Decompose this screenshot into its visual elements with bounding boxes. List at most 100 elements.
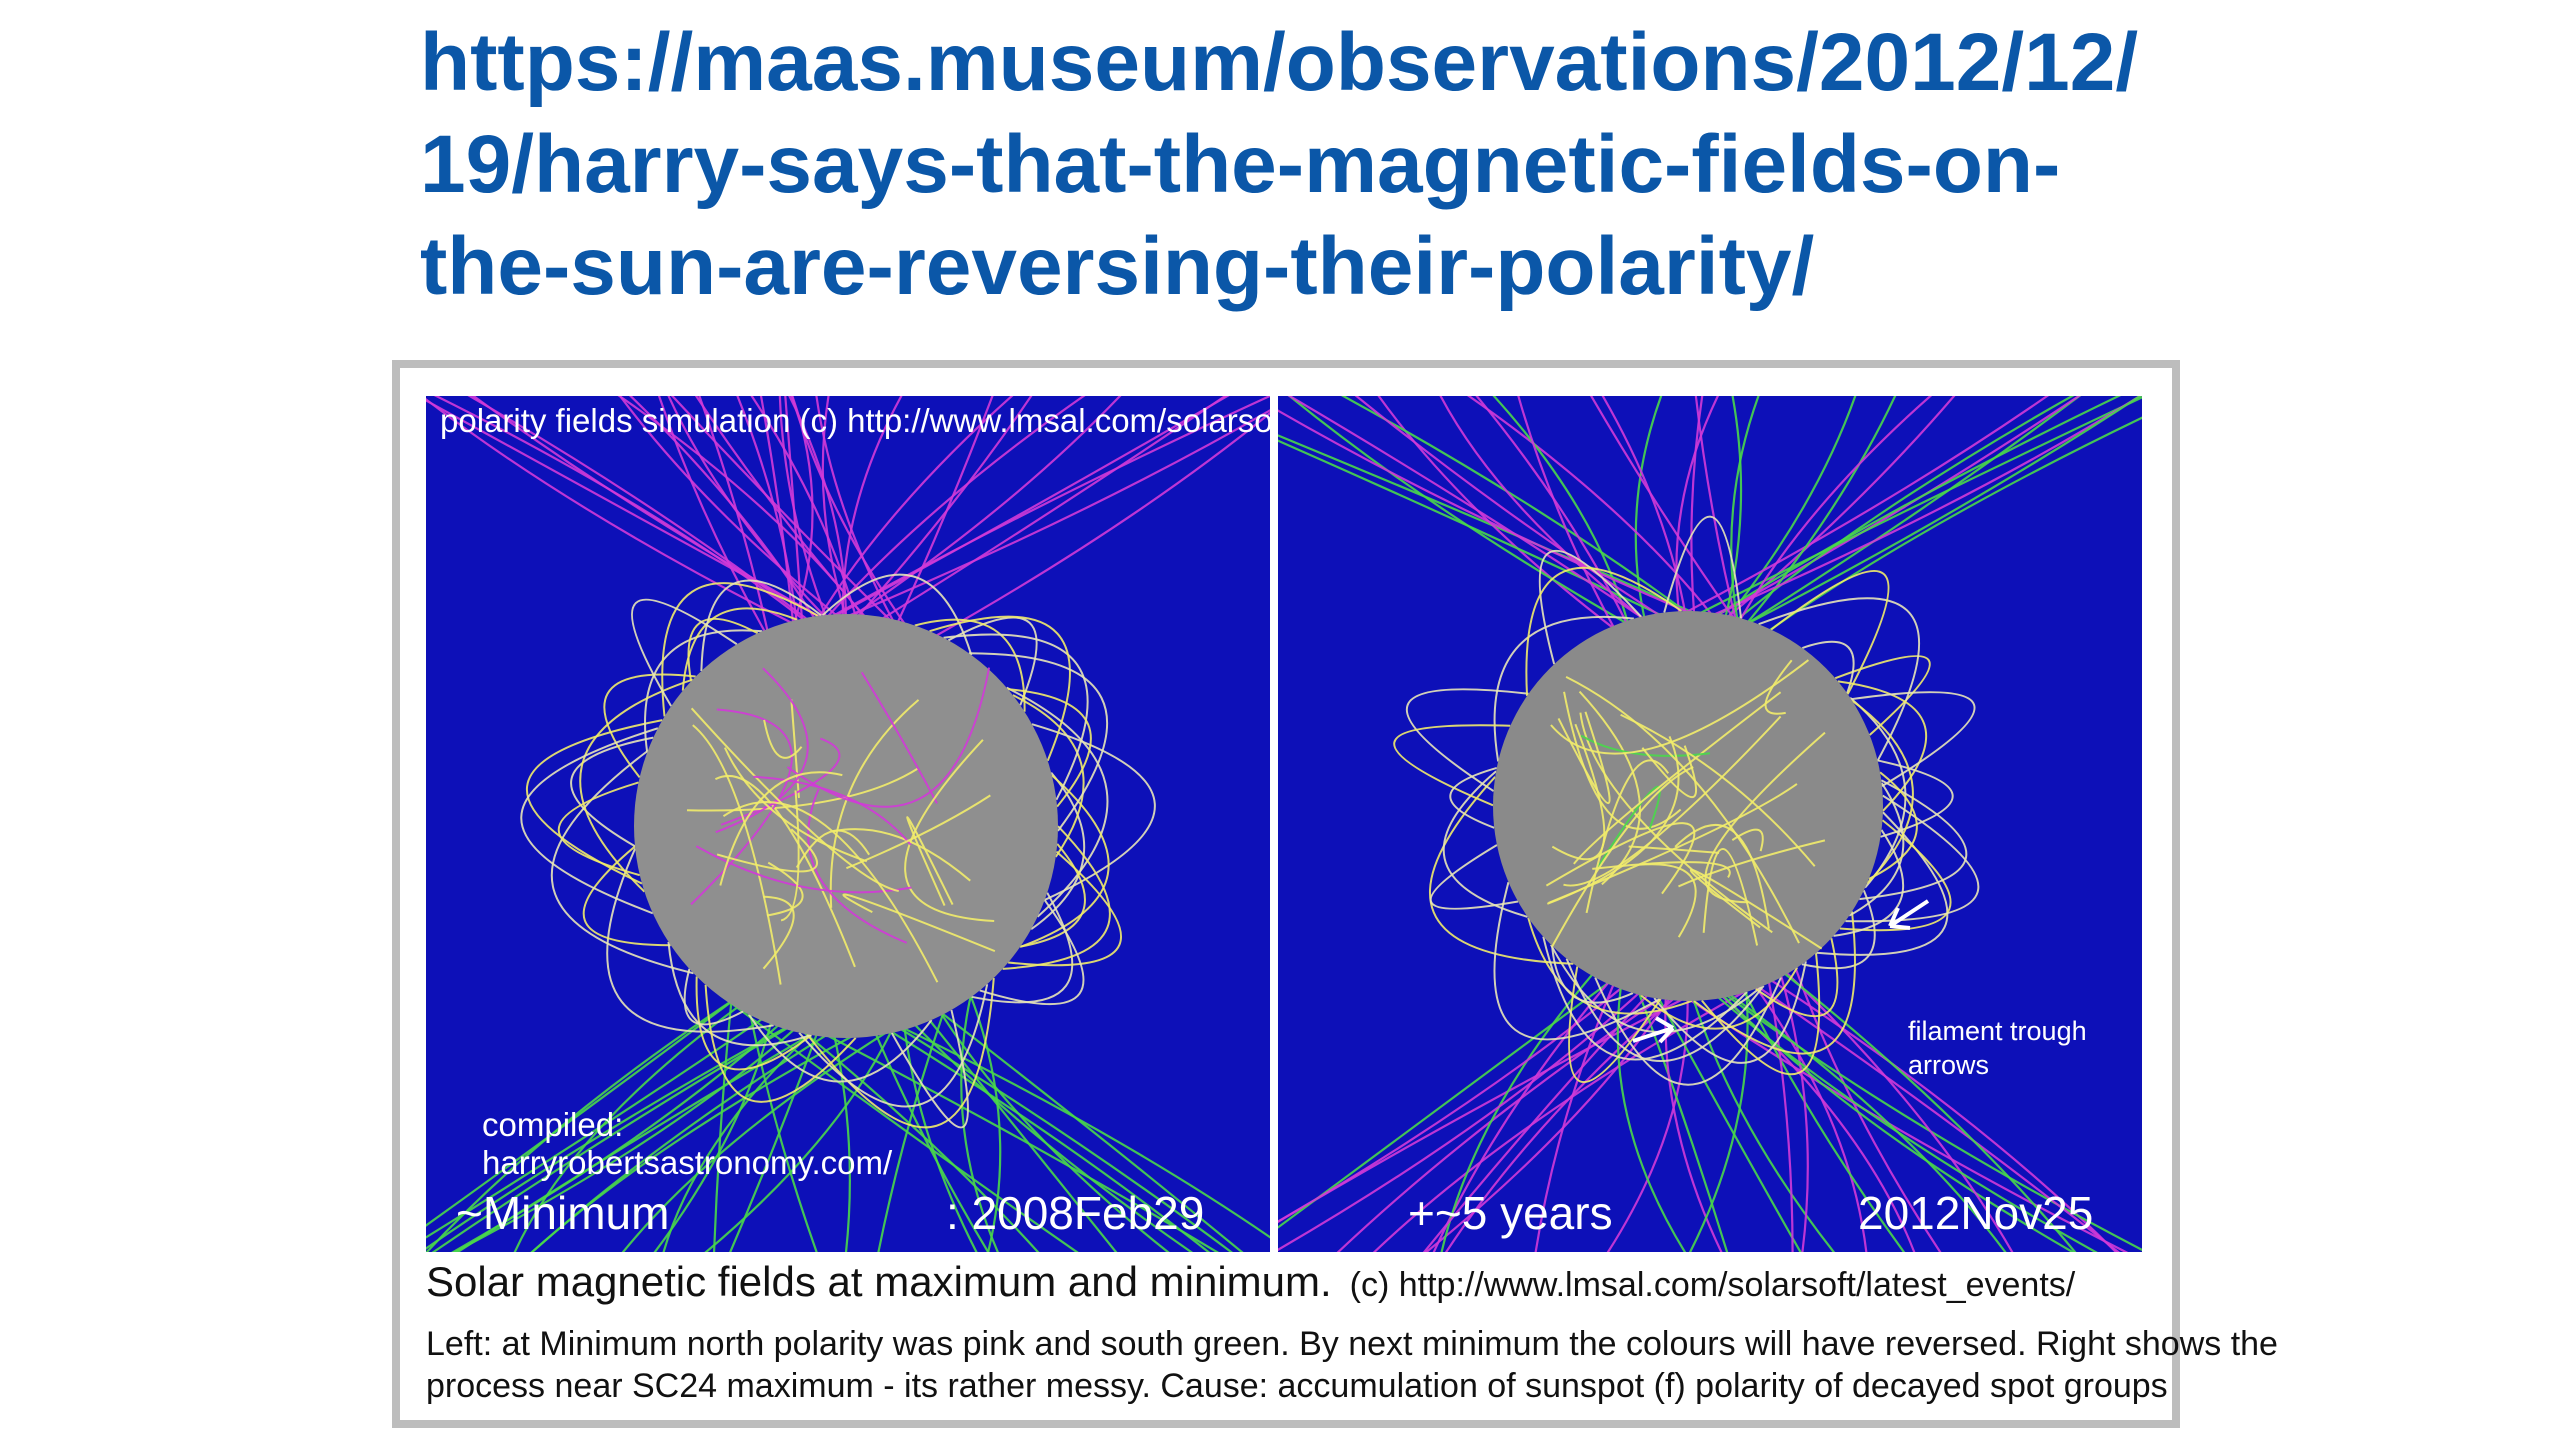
field-loop <box>1859 779 1968 901</box>
field-line <box>1776 961 1809 1252</box>
field-line <box>1664 961 1723 1252</box>
field-loop <box>1851 691 1976 787</box>
explanation-line-1: Left: at Minimum north polarity was pink… <box>426 1325 2278 1363</box>
field-loop <box>1019 774 1110 948</box>
disk-line <box>1641 745 1697 799</box>
disk-line <box>1596 785 1661 868</box>
field-loop <box>683 968 744 1026</box>
field-loop <box>943 633 1089 801</box>
field-loop <box>1833 829 1905 937</box>
field-loop <box>1849 696 1907 889</box>
sun-disk <box>1493 611 1883 1001</box>
field-line <box>885 396 994 647</box>
field-line <box>1626 961 1729 1252</box>
disk-line <box>1731 828 1764 852</box>
field-line <box>1677 961 2098 1252</box>
field-loop <box>1770 569 1890 695</box>
field-line <box>670 396 918 647</box>
explanation-line-2: process near SC24 maximum - its rather m… <box>426 1367 2168 1405</box>
field-loop <box>704 984 857 1103</box>
date-label-left: : 2008Feb29 <box>946 1187 1205 1239</box>
field-loop <box>1851 699 1914 884</box>
field-line <box>657 396 774 647</box>
disk-line <box>1764 659 1793 715</box>
field-loop <box>971 892 1074 1004</box>
field-line <box>1708 396 1857 641</box>
filament-label: filament trough arrows <box>1908 1016 2087 1080</box>
field-line <box>1682 961 2142 1252</box>
field-loop <box>681 607 798 691</box>
field-line <box>929 995 1170 1252</box>
disk-line <box>790 699 800 798</box>
field-loop <box>1565 958 1765 1062</box>
disk-line <box>1620 713 1816 867</box>
date-label-right: 2012Nov25 <box>1858 1187 2094 1239</box>
url-line-2: 19/harry-says-that-the-magnetic-fields-o… <box>420 119 2061 210</box>
field-line <box>617 396 887 647</box>
disk-line <box>904 739 995 922</box>
field-line <box>1730 396 1760 641</box>
disk-line <box>829 699 920 908</box>
field-line <box>821 396 858 647</box>
offset-label: +~5 years <box>1408 1187 1613 1239</box>
field-loop <box>1663 515 1743 619</box>
field-line <box>1439 396 1673 642</box>
panel-minimum: polarity fields simulation (c) http://ww… <box>426 396 1270 1252</box>
field-line <box>1377 396 1631 642</box>
field-line <box>1681 961 1836 1252</box>
disk-line <box>715 667 809 834</box>
field-line <box>1731 396 1897 641</box>
disk-line <box>860 671 938 804</box>
field-loop <box>968 652 1109 832</box>
field-line <box>426 994 741 1252</box>
field-line <box>1633 961 2129 1252</box>
field-line <box>698 396 772 647</box>
field-loop <box>947 616 1038 706</box>
field-line <box>1475 396 1636 641</box>
compiled-site: harryrobertsastronomy.com/ <box>482 1144 893 1181</box>
disk-line <box>714 774 856 968</box>
field-loop <box>1653 961 1807 1064</box>
field-line <box>1690 961 2075 1252</box>
field-loop <box>695 976 812 1071</box>
panel-maximum: filament trough arrows +~5 years 2012Nov… <box>1278 396 2142 1252</box>
figure-caption: Solar magnetic fields at maximum and min… <box>426 1258 2075 1306</box>
disk-line <box>807 788 908 944</box>
field-loop <box>1428 776 1574 965</box>
disk-line <box>906 816 954 906</box>
field-line <box>1690 396 1704 641</box>
disk-line <box>723 747 868 863</box>
field-loop <box>1012 694 1085 858</box>
field-line <box>845 994 1233 1252</box>
figure-explanation: Left: at Minimum north polarity was pink… <box>426 1323 2278 1407</box>
field-loop <box>1594 977 1782 1086</box>
field-loop <box>687 617 759 682</box>
field-loop <box>525 719 663 885</box>
compiled-credit: compiled: harryrobertsastronomy.com/ <box>482 1106 892 1182</box>
field-line <box>1742 961 2118 1252</box>
figure-frame: polarity fields simulation (c) http://ww… <box>400 368 2278 1420</box>
url-heading: https://maas.museum/observations/2012/12… <box>420 12 2320 318</box>
field-line <box>1440 961 1605 1252</box>
field-loop <box>582 845 671 947</box>
field-loop <box>570 736 654 848</box>
field-line <box>1287 396 1657 642</box>
field-line <box>1718 396 1743 641</box>
field-line <box>1340 396 1725 642</box>
disk-line <box>1573 691 1782 865</box>
field-line <box>1714 396 2142 642</box>
field-line <box>1682 961 2007 1252</box>
disk-line <box>719 771 843 886</box>
sun-field-illustration-minimum <box>426 396 1270 1252</box>
field-line <box>885 994 1194 1252</box>
field-line <box>1711 396 2075 642</box>
disk-line <box>1689 868 1823 950</box>
disk-line <box>842 893 996 953</box>
field-line <box>1631 396 2050 642</box>
figure-panels: polarity fields simulation (c) http://ww… <box>426 396 2142 1252</box>
field-line <box>433 396 837 647</box>
disk-line <box>1550 659 1810 755</box>
disk-line <box>692 724 782 985</box>
field-line <box>831 994 1211 1252</box>
field-line <box>1728 396 1933 641</box>
